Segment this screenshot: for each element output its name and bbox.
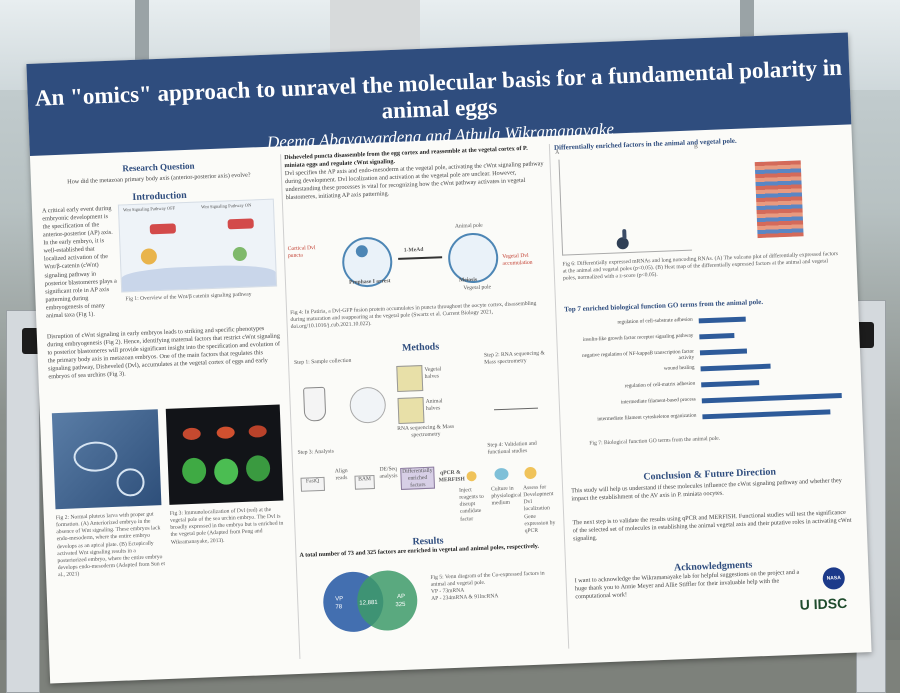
conclusion-paragraph-2: The next step is to validate the results… <box>572 508 852 543</box>
nasa-logo: NASA <box>822 566 846 590</box>
research-poster: An "omics" approach to unravel the molec… <box>26 32 872 684</box>
embryo-shape <box>116 467 146 497</box>
venn-ap-circle <box>357 570 418 631</box>
venn-vp-label: VP <box>335 596 343 602</box>
receptor-icon <box>227 218 254 230</box>
dish-image <box>396 365 424 393</box>
go-term-bar <box>702 409 831 420</box>
venn-diagram: VP 78 12,881 AP 325 <box>323 570 418 632</box>
heatmap: B <box>694 144 820 250</box>
dvl-signal <box>216 426 235 439</box>
spectrum-icon <box>493 384 539 411</box>
venn-ap-value: 325 <box>395 602 406 608</box>
idsc-logo: U IDSC <box>799 594 848 613</box>
go-term-label: insulin-like growth factor receptor sign… <box>582 332 694 343</box>
column-right: Differentially enriched factors in the a… <box>554 133 863 656</box>
methods-diagram: Step 1: Sample collection Step 2: RNA se… <box>293 350 556 535</box>
larva-shape <box>72 440 119 473</box>
embryo-icon <box>466 471 477 482</box>
protein-complex-icon <box>232 246 248 262</box>
embryo-icon <box>524 466 537 480</box>
go-term-label: regulation of cell-matrix adhesion <box>624 380 696 390</box>
nucleus-shape <box>121 263 277 292</box>
fig2-larva-image <box>51 409 162 510</box>
volcano-points <box>622 229 627 240</box>
go-term-bar <box>701 380 760 388</box>
go-term-bar <box>701 392 842 404</box>
venn-ap-label: AP <box>397 594 405 600</box>
culture-icon <box>494 467 509 481</box>
tube-icon <box>303 386 327 422</box>
fig6-caption: Fig 6: Differentially expressed mRNAs an… <box>562 250 839 282</box>
go-term-bar <box>699 333 735 340</box>
intro-paragraph-2: Disruption of cWnt signaling in early em… <box>46 325 281 381</box>
go-term-label: intermediate filament cytoskeleton organ… <box>597 412 697 423</box>
intro-paragraph: A critical early event during embryonic … <box>41 204 117 320</box>
go-term-bar <box>699 348 748 356</box>
venn-overlap-value: 12,881 <box>359 600 378 607</box>
volcano-plot: A <box>555 150 693 256</box>
go-term-label: intermediate filament-based process <box>620 396 696 406</box>
go-bar-chart: regulation of cell-substrate adhesion ins… <box>565 311 845 434</box>
embryo-shape <box>213 458 239 486</box>
dvl-signal <box>248 425 267 438</box>
egg-icon <box>349 386 387 424</box>
venn-vp-value: 78 <box>335 604 343 610</box>
go-term-label: negative regulation of NF-kappaB transcr… <box>581 348 695 362</box>
fig5-caption-block: Fig 5: Venn diagram of the Co-expressed … <box>430 570 545 603</box>
fig3-caption: Fig 3: Immunolocalization of Dvl (red) a… <box>169 506 284 546</box>
column-left: Research Question How did the metazoan p… <box>40 154 295 675</box>
wnt-pathway-diagram: Wnt Signaling Pathway OFF Wnt Signaling … <box>117 198 278 293</box>
receptor-icon <box>149 223 177 235</box>
fig3-immunolocalization-image <box>165 404 284 505</box>
oocyte-maturation-diagram: Cortical Dvl puncta Prophase I arrest 1-… <box>287 222 533 292</box>
dvl-signal <box>182 427 201 441</box>
go-term-bar <box>700 363 771 372</box>
dish-image <box>397 397 425 424</box>
fig2-caption: Fig 2: Normal pluteus larva with proper … <box>55 511 166 579</box>
arrow-icon <box>398 256 443 260</box>
fig4-caption: Fig 4: In Patiria, a Dvl-GFP fusion prot… <box>290 300 537 331</box>
embryo-shape <box>245 454 271 482</box>
go-term-bar <box>698 316 746 324</box>
poster-stand-left <box>6 310 40 693</box>
heatmap-cells <box>754 160 804 239</box>
fig1-caption: Fig 1: Overview of the Wnt/β catenin sig… <box>125 291 252 303</box>
go-term-label: wound healing <box>663 364 695 372</box>
go-term-label: regulation of cell-substrate adhesion <box>617 316 693 326</box>
fig7-caption: Fig 7: Biological function GO terms from… <box>589 435 721 447</box>
protein-complex-icon <box>140 248 158 265</box>
embryo-shape <box>181 457 207 485</box>
column-middle: Disheveled puncta disassemble from the e… <box>284 144 563 666</box>
